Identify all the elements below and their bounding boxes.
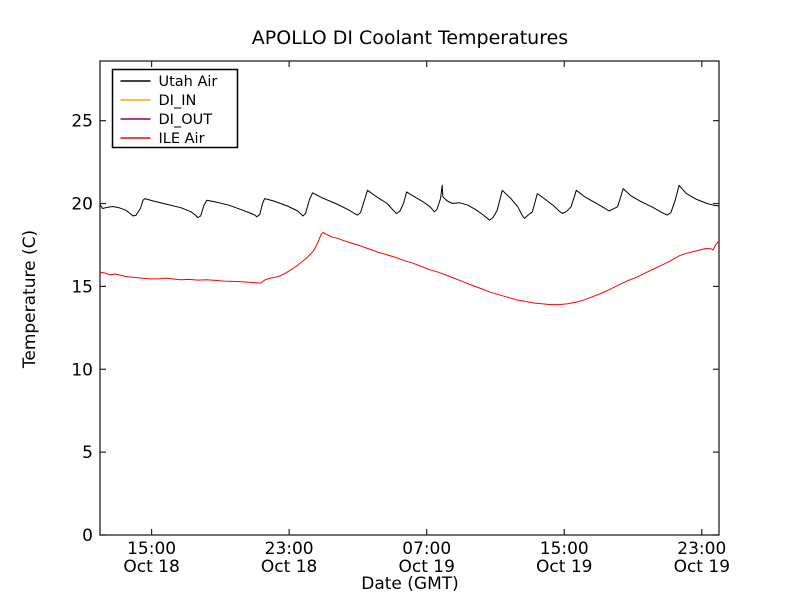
legend-label: Utah Air [159, 74, 218, 90]
x-tick-label-time: 15:00 [540, 539, 589, 559]
chart-title: APOLLO DI Coolant Temperatures [251, 27, 569, 49]
x-tick-label-time: 15:00 [127, 539, 176, 559]
plot-frame [99, 60, 720, 536]
x-tick-label-time: 07:00 [402, 539, 451, 559]
y-tick-label: 0 [82, 526, 93, 546]
legend-label: DI_IN [159, 93, 197, 109]
legend: Utah Air DI_IN DI_OUT ILE Air [111, 68, 239, 149]
x-tick-label-time: 23:00 [265, 539, 314, 559]
x-tick-label-date: Oct 18 [261, 557, 317, 577]
y-tick-label: 10 [71, 360, 93, 380]
x-tick-label-date: Oct 18 [123, 557, 179, 577]
y-tick-label: 25 [71, 112, 93, 132]
y-tick-label: 20 [71, 195, 93, 215]
y-tick-label: 5 [82, 443, 93, 463]
legend-label: DI_OUT [159, 112, 213, 128]
y-tick-label: 15 [71, 277, 93, 297]
legend-label: ILE Air [159, 131, 205, 147]
x-axis-label: Date (GMT) [361, 574, 459, 594]
x-tick-label-date: Oct 19 [674, 557, 730, 577]
x-tick-label-date: Oct 19 [536, 557, 592, 577]
x-tick-label-date: Oct 19 [398, 557, 454, 577]
legend-box [111, 68, 239, 149]
series-line-ile-air [99, 232, 720, 306]
x-tick-label-time: 23:00 [677, 539, 726, 559]
series-line-utah-air [99, 184, 720, 221]
